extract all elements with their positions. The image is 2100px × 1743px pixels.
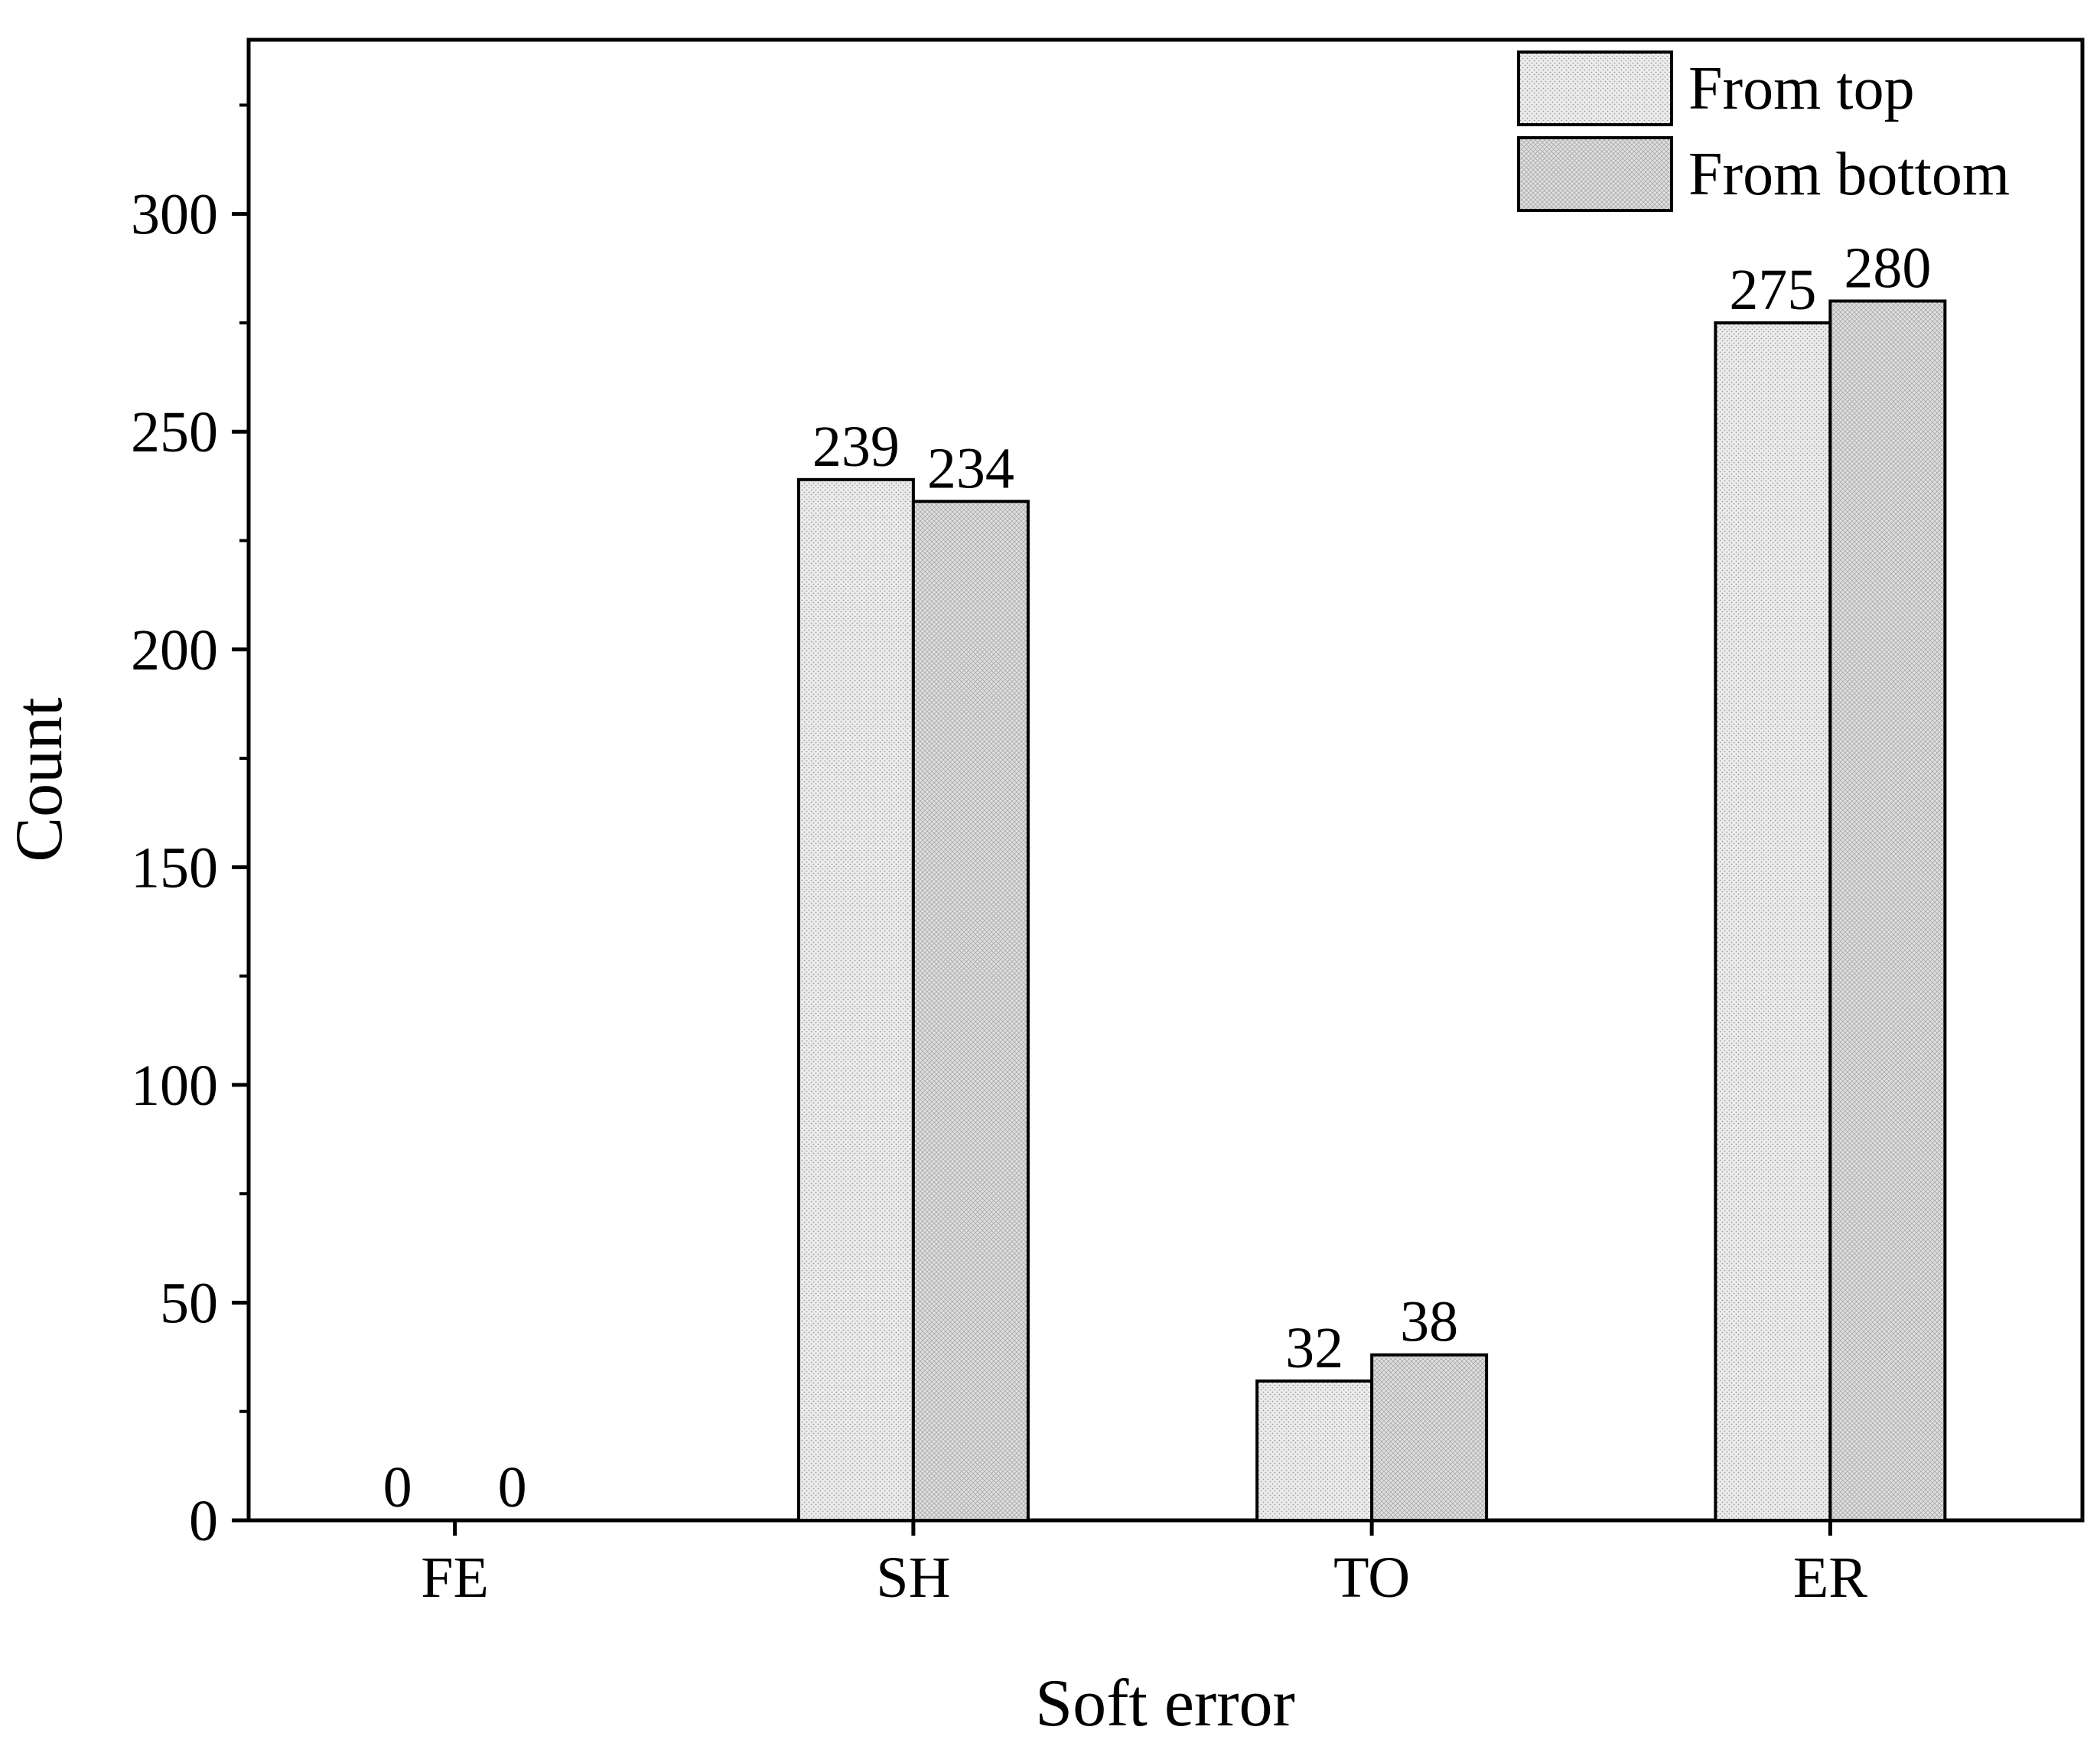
bar-value-label: 38 [1400,1290,1458,1354]
x-axis: FE SH TO ER [421,1520,1867,1610]
legend-label-from-bottom: From bottom [1688,141,2010,208]
y-tick-label: 100 [131,1054,218,1118]
plot-area-frame [246,37,2085,1523]
bar [911,500,1030,1523]
y-tick-label: 150 [131,836,218,900]
legend-swatch-from-top [1517,50,1673,126]
x-axis-title: Soft error [1035,1666,1295,1741]
data-labels: 0 0 239 234 32 38 275 280 [383,236,1932,1520]
legend-label-from-top: From top [1688,55,1915,122]
bar [1255,1379,1374,1522]
x-tick-label: TO [1333,1546,1410,1610]
y-tick-label: 200 [131,618,218,683]
bars [796,299,1947,1523]
bar [1714,321,1832,1522]
bar-value-label: 239 [812,415,900,479]
y-tick-label: 300 [131,183,218,247]
bar [1370,1353,1489,1523]
bar-value-label: 32 [1285,1316,1343,1380]
y-tick-label: 50 [160,1271,218,1335]
y-tick-label: 0 [189,1489,218,1553]
bar-value-label: 0 [383,1455,412,1520]
y-axis: 0 50 100 150 200 250 300 [131,103,249,1553]
bar [1828,299,1947,1522]
bar-value-label: 280 [1844,236,1931,300]
x-tick-label: FE [421,1546,489,1610]
x-tick-label: ER [1793,1546,1867,1610]
legend: From top From bottom [1517,50,2010,212]
x-tick-label: SH [876,1546,950,1610]
bar-value-label: 275 [1729,258,1816,322]
legend-swatch-from-bottom [1517,136,1673,212]
bar [796,477,915,1522]
y-axis-title: Count [2,697,77,862]
y-tick-label: 250 [131,400,218,464]
bar-value-label: 234 [927,436,1014,500]
bar-value-label: 0 [498,1455,527,1520]
